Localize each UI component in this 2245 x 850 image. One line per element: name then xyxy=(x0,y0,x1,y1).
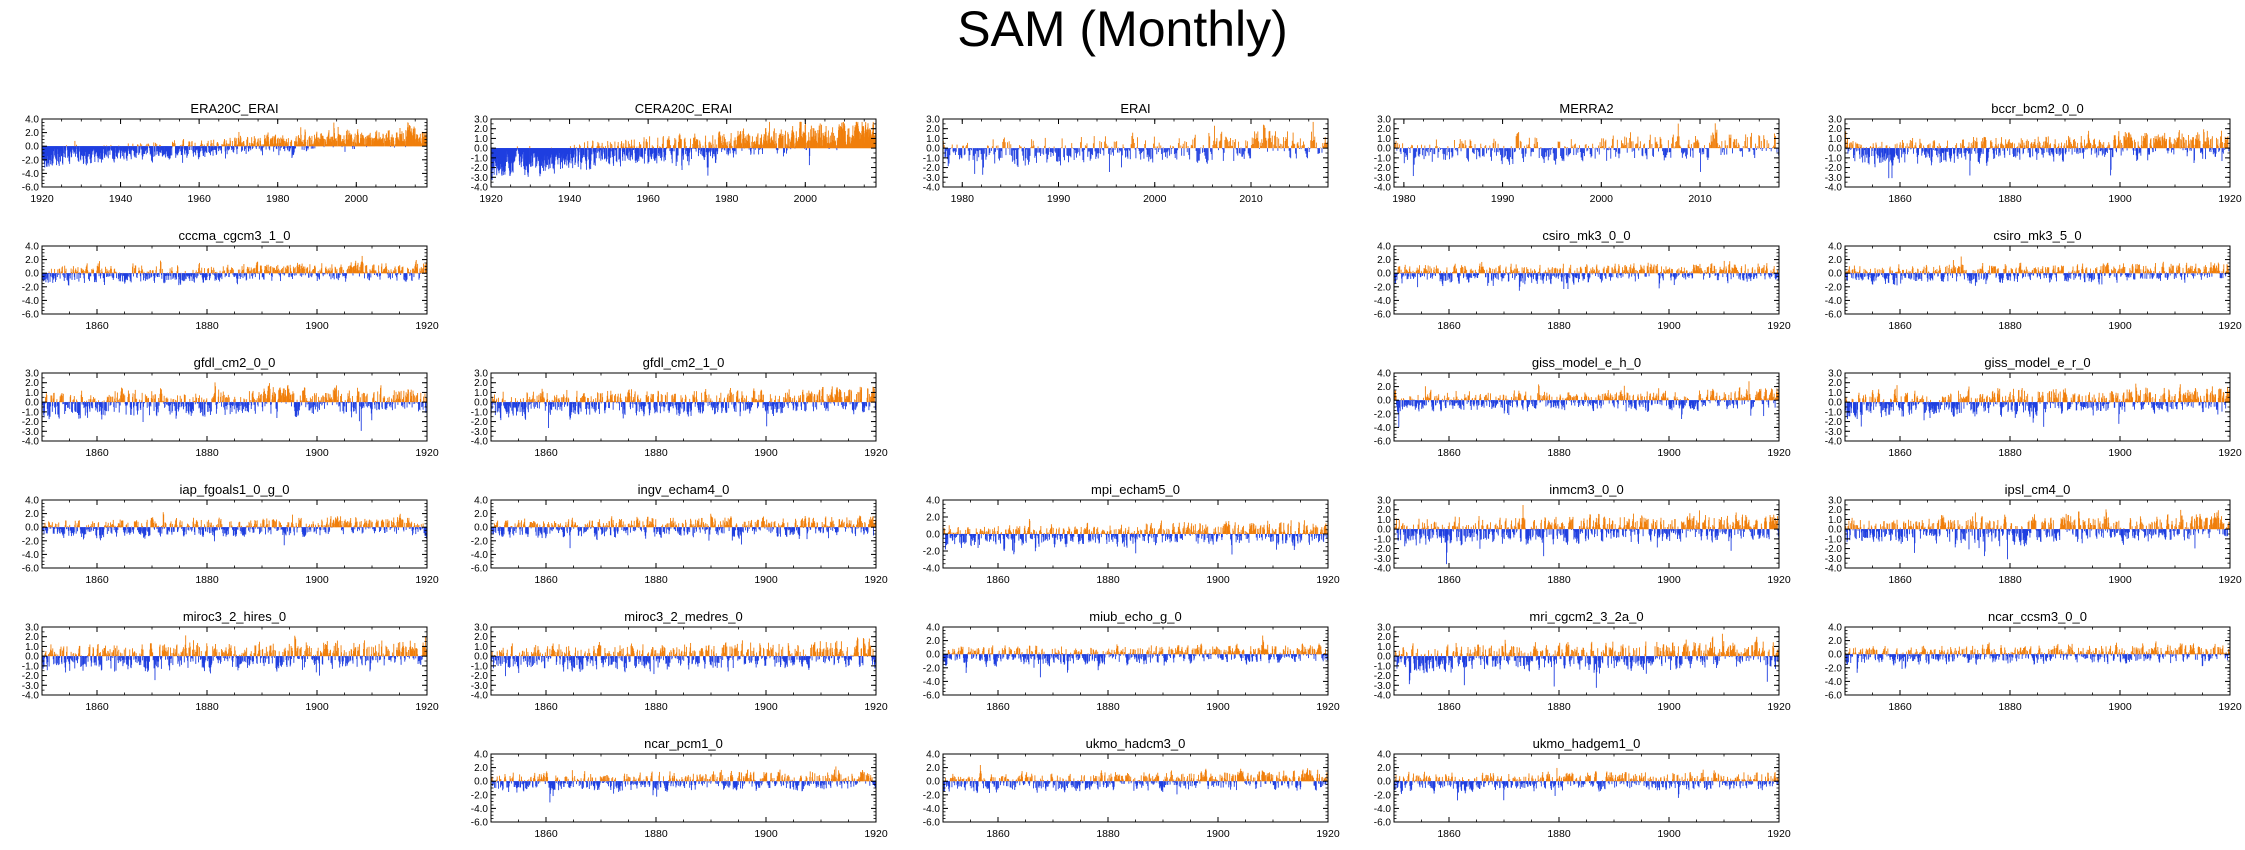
panel-title: ERA20C_ERAI xyxy=(190,101,278,116)
x-tick-label: 1920 xyxy=(479,193,503,205)
x-tick-label: 2010 xyxy=(1239,193,1263,205)
y-tick-label: -4.0 xyxy=(1825,183,1843,194)
panel-title: MERRA2 xyxy=(1559,101,1613,116)
y-tick-label: -4.0 xyxy=(22,169,40,180)
x-tick-label: 1960 xyxy=(187,193,211,205)
y-tick-label: 0.0 xyxy=(25,142,39,153)
x-tick-label: 1920 xyxy=(2218,193,2242,205)
bars xyxy=(42,122,427,167)
panel-title: CERA20C_ERAI xyxy=(635,101,733,116)
x-tick-label: 1860 xyxy=(1888,193,1912,205)
x-tick-label: 1880 xyxy=(1998,193,2022,205)
x-tick-label: 2010 xyxy=(1688,193,1712,205)
y-tick-label: -4.0 xyxy=(1374,183,1392,194)
y-tick-label: 2.0 xyxy=(25,128,39,139)
x-tick-label: 1980 xyxy=(266,193,290,205)
x-tick-label: 2000 xyxy=(1590,193,1614,205)
y-tick-label: -6.0 xyxy=(22,183,40,194)
y-tick-label: -2.0 xyxy=(22,155,40,166)
y-tick-label: 4.0 xyxy=(25,115,39,126)
x-tick-label: 1980 xyxy=(1392,193,1416,205)
bars xyxy=(1394,123,1778,176)
x-tick-label: 1980 xyxy=(715,193,739,205)
y-tick-label: -4.0 xyxy=(923,183,941,194)
bars xyxy=(42,256,427,286)
bars xyxy=(1845,129,2230,178)
panel-title: bccr_bcm2_0_0 xyxy=(1991,101,2084,116)
x-tick-label: 2000 xyxy=(1143,193,1167,205)
panel-title: ERAI xyxy=(1120,101,1150,116)
x-tick-label: 1990 xyxy=(1491,193,1515,205)
x-tick-label: 2000 xyxy=(345,193,369,205)
bars xyxy=(491,122,876,180)
x-tick-label: 1990 xyxy=(1047,193,1071,205)
x-tick-label: 2000 xyxy=(794,193,818,205)
x-tick-label: 1920 xyxy=(30,193,54,205)
y-tick-label: -4.0 xyxy=(471,183,489,194)
x-tick-label: 1980 xyxy=(951,193,975,205)
x-tick-label: 1940 xyxy=(109,193,133,205)
x-tick-label: 1940 xyxy=(558,193,582,205)
bars xyxy=(943,122,1327,175)
x-tick-label: 1960 xyxy=(636,193,660,205)
x-tick-label: 1900 xyxy=(2108,193,2132,205)
